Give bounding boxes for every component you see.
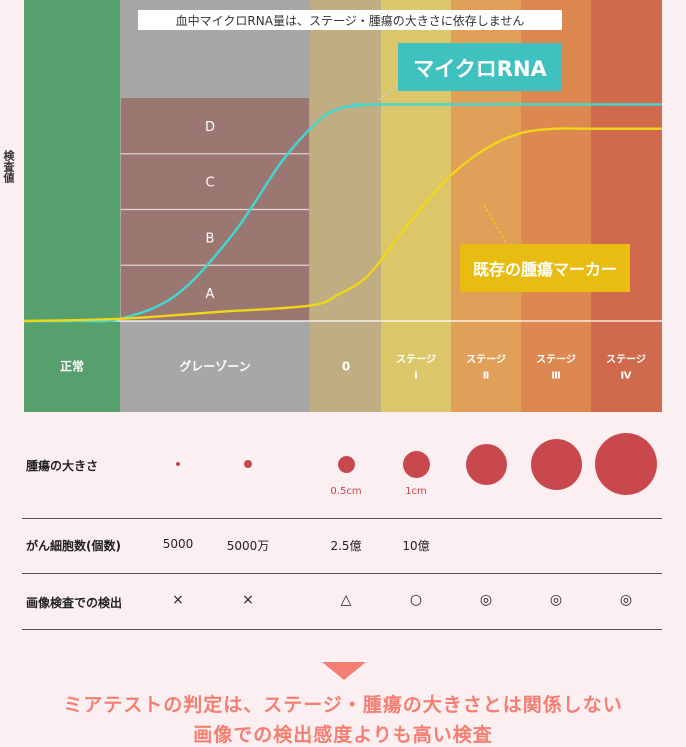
tumor-dot-0 [176, 462, 180, 466]
grayzone-level-D: D [205, 120, 215, 135]
stage-column-6 [591, 0, 662, 412]
tumor-dot-3 [402, 450, 430, 478]
imaging-detection-1: × [242, 592, 254, 608]
grayzone-level-B: B [206, 231, 215, 246]
cell-count-0: 5000 [162, 537, 194, 551]
tumor-dot-2 [337, 455, 355, 473]
tumor-dot-1 [244, 460, 252, 468]
stage-label-4-0: ステージ [466, 354, 506, 366]
imaging-detection-4: ◎ [479, 592, 493, 608]
tumor-dot-5 [530, 438, 582, 490]
row-label-tumor-size: 腫瘍の大きさ [26, 459, 99, 473]
grayzone-level-C: C [205, 176, 214, 191]
marker-label: 既存の腫瘍マーカー [473, 260, 617, 279]
conclusion-line-1: ミアテストの判定は、ステージ・腫瘍の大きさとは関係しない [63, 694, 623, 716]
tumor-size-label-2: 0.5cm [330, 486, 362, 497]
mirna-label-box [398, 43, 562, 91]
row-divider-2 [22, 573, 662, 574]
imaging-detection-5: ◎ [549, 592, 563, 608]
stage-label-3-1: Ⅰ [414, 371, 418, 382]
stage-label-5-0: ステージ [536, 354, 576, 366]
tumor-dot-6 [595, 433, 657, 495]
cell-count-3: 10億 [402, 539, 430, 553]
imaging-detection-0: × [172, 592, 184, 608]
cell-count-2: 2.5億 [330, 539, 362, 553]
tumor-size-label-3: 1cm [405, 486, 427, 497]
cell-count-1: 5000万 [226, 539, 270, 553]
imaging-detection-6: ◎ [619, 592, 633, 608]
marker-leader [483, 204, 508, 245]
stage-chart: A B C D 正常 グレーゾーン 0 ステージ Ⅰ ステージ Ⅱ ステージ Ⅲ ステージ Ⅳ 血中マイクロR… [23, 0, 663, 412]
grayzone-level-A: A [206, 287, 215, 302]
conclusion-line-2: 画像での検出感度よりも高い検査 [193, 724, 493, 746]
down-arrow-icon [322, 662, 366, 680]
stage-label-6-1: Ⅳ [621, 371, 632, 382]
stage-label-6-0: ステージ [606, 354, 646, 366]
series-line-1 [23, 127, 662, 323]
stage-label-1-0: グレーゾーン [179, 359, 250, 374]
stage-label-0-0: 正常 [60, 359, 84, 374]
y-axis-label: 検査値 [2, 150, 15, 183]
row-divider-1 [22, 518, 662, 519]
stage-label-3-0: ステージ [396, 354, 436, 366]
imaging-detection-2: △ [340, 592, 352, 608]
row-label-cell-count: がん細胞数(個数) [26, 539, 121, 553]
annotation-banner [138, 10, 562, 30]
tumor-dot-4 [465, 443, 507, 485]
chart-svg: A B C D 正常 グレーゾーン 0 ステージ Ⅰ ステージ Ⅱ ステージ Ⅲ ステージ Ⅳ 血中マイクロR… [23, 0, 663, 412]
stage-label-2-0: 0 [342, 360, 350, 374]
stage-label-4-1: Ⅱ [483, 371, 490, 382]
row-label-imaging: 画像検査での検出 [26, 596, 123, 610]
mirna-label: マイクロRNA [413, 57, 547, 81]
stage-column-2 [310, 0, 381, 412]
stage-label-5-1: Ⅲ [551, 371, 560, 382]
imaging-detection-3: ○ [409, 592, 423, 608]
annotation-text: 血中マイクロRNA量は、ステージ・腫瘍の大きさに依存しません [176, 13, 525, 28]
mirna-leader [377, 85, 399, 101]
stage-column-0 [24, 0, 120, 412]
marker-label-box [460, 244, 630, 292]
row-divider-3 [22, 629, 662, 630]
